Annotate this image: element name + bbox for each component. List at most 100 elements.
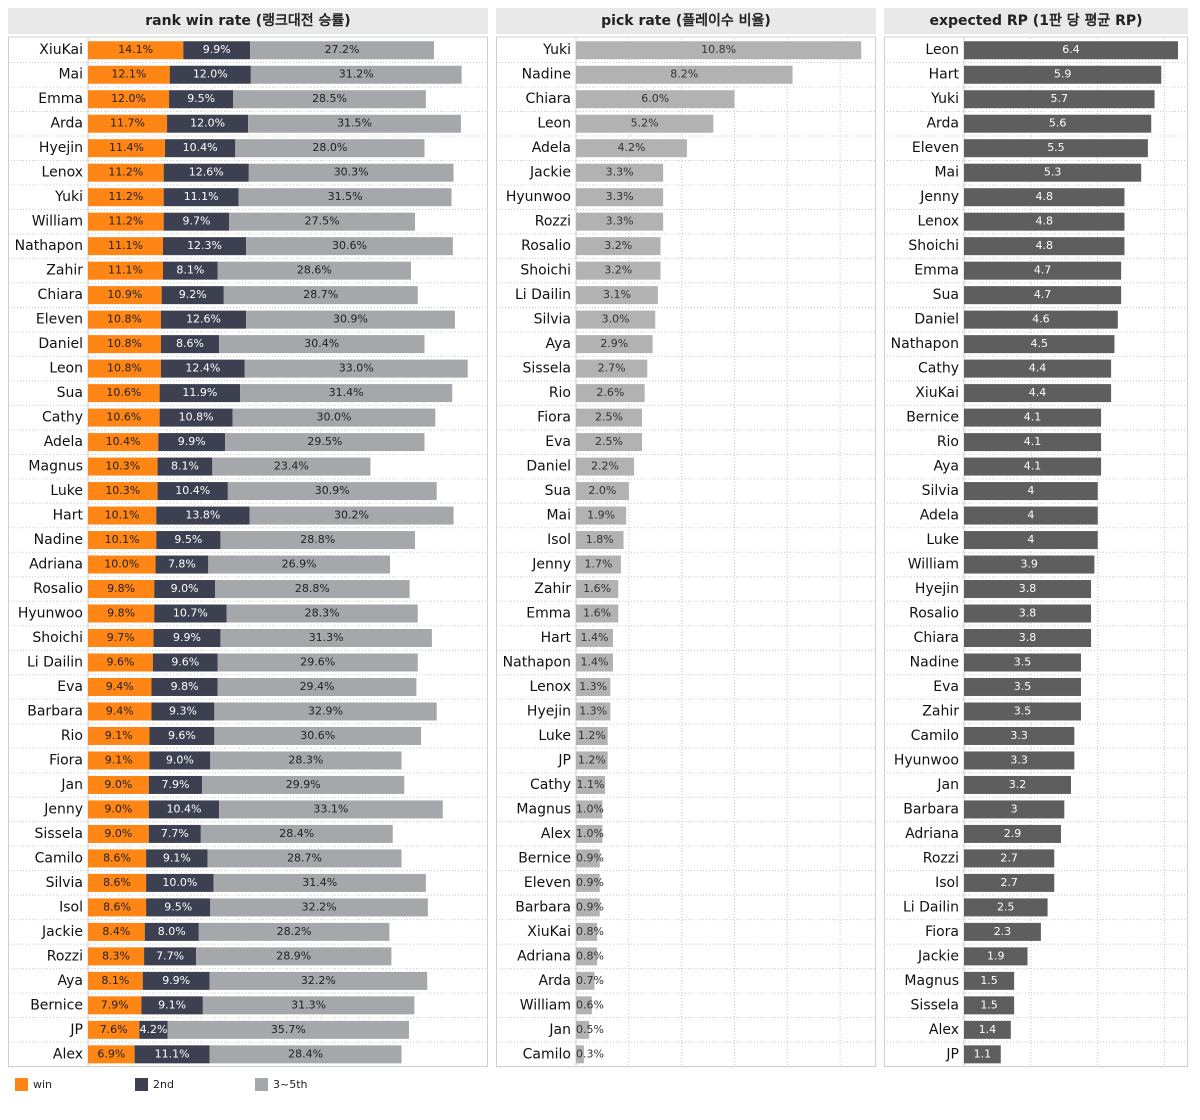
- value-label: 9.2%: [179, 288, 207, 301]
- bar-segment: [157, 482, 228, 501]
- value-label: 0.8%: [576, 949, 604, 962]
- value-label: 1.2%: [578, 729, 606, 742]
- value-label: 10.1%: [105, 509, 140, 522]
- bar-segment: [159, 408, 233, 427]
- bar-segment: [240, 384, 453, 403]
- bar: [964, 433, 1102, 452]
- category-label: Rio: [937, 434, 959, 450]
- bar: [576, 114, 714, 133]
- value-label: 4.6: [1032, 313, 1050, 326]
- bar-segment: [88, 139, 166, 158]
- category-label: William: [908, 557, 959, 573]
- value-label: 1.8%: [586, 533, 614, 546]
- value-label: 10.8%: [107, 362, 142, 375]
- category-label: Daniel: [38, 336, 83, 352]
- value-label: 10.3%: [105, 460, 140, 473]
- value-label: 30.9%: [333, 313, 368, 326]
- bar-segment: [220, 629, 432, 648]
- value-label: 10.6%: [106, 411, 141, 424]
- value-label: 31.4%: [302, 876, 337, 889]
- category-label: Aya: [58, 973, 84, 989]
- value-label: 0.9%: [576, 876, 604, 889]
- bar-segment: [88, 996, 142, 1015]
- bar-segment: [244, 359, 468, 378]
- value-label: 10.0%: [162, 876, 197, 889]
- value-label: 11.2%: [108, 190, 143, 203]
- bar: [964, 310, 1118, 329]
- value-label: 30.3%: [334, 166, 369, 179]
- legend-label: win: [33, 1078, 52, 1091]
- bar-segment: [88, 653, 153, 672]
- bar-segment: [163, 212, 230, 231]
- category-label: Jackie: [529, 165, 571, 181]
- value-label: 30.6%: [332, 239, 367, 252]
- category-label: Hyunwoo: [18, 606, 83, 622]
- category-label: Sua: [57, 385, 83, 401]
- value-label: 4.7: [1034, 288, 1052, 301]
- category-label: Luke: [926, 532, 959, 548]
- value-label: 9.9%: [203, 43, 231, 56]
- bar-segment: [202, 996, 415, 1015]
- bar: [576, 947, 598, 966]
- bar-segment: [246, 237, 453, 256]
- value-label: 5.6: [1049, 117, 1067, 130]
- bar-segment: [212, 457, 371, 476]
- category-label: Chiara: [914, 630, 959, 646]
- category-label: Isol: [547, 532, 571, 548]
- bar-segment: [88, 482, 158, 501]
- bar-segment: [213, 873, 426, 892]
- bar-segment: [219, 800, 443, 819]
- category-label: JP: [557, 752, 571, 768]
- value-label: 32.2%: [301, 974, 336, 987]
- category-label: Leon: [537, 116, 571, 132]
- category-label: Luke: [538, 728, 571, 744]
- panel-header: [8, 8, 488, 34]
- value-label: 12.6%: [189, 166, 224, 179]
- value-label: 1.9%: [587, 509, 615, 522]
- value-label: 8.1%: [171, 460, 199, 473]
- value-label: 30.6%: [300, 729, 335, 742]
- value-label: 3.2: [1009, 778, 1027, 791]
- value-label: 6.0%: [641, 92, 669, 105]
- category-label: Camilo: [35, 850, 83, 866]
- value-label: 13.8%: [185, 509, 220, 522]
- bar: [576, 800, 603, 819]
- category-label: Fiora: [49, 752, 83, 768]
- value-label: 11.7%: [110, 117, 145, 130]
- bar: [964, 702, 1082, 721]
- value-label: 31.3%: [291, 998, 326, 1011]
- bar: [576, 629, 613, 648]
- category-label: Fiora: [925, 924, 959, 940]
- value-label: 27.5%: [305, 215, 340, 228]
- value-label: 9.6%: [106, 655, 134, 668]
- bar-segment: [148, 775, 203, 794]
- bar-segment: [169, 65, 251, 84]
- bar-segment: [88, 310, 161, 329]
- category-label: XiuKai: [527, 924, 571, 940]
- bar: [576, 359, 648, 378]
- value-label: 11.1%: [108, 239, 143, 252]
- category-label: Hart: [541, 630, 572, 646]
- bar: [964, 163, 1142, 182]
- bar-segment: [88, 726, 150, 745]
- value-label: 1.3%: [579, 680, 607, 693]
- value-label: 4: [1027, 533, 1034, 546]
- category-label: Mai: [58, 67, 83, 83]
- bar-segment: [88, 212, 164, 231]
- bar-segment: [88, 775, 149, 794]
- bar-segment: [248, 114, 461, 133]
- bar-segment: [158, 433, 226, 452]
- value-label: 30.4%: [304, 337, 339, 350]
- bar: [576, 531, 624, 550]
- category-label: Alex: [929, 1022, 959, 1038]
- category-label: Nathapon: [891, 336, 959, 352]
- value-label: 10.4%: [166, 802, 201, 815]
- bar: [964, 335, 1115, 354]
- value-label: 31.2%: [339, 68, 374, 81]
- value-label: 12.0%: [190, 117, 225, 130]
- bar-segment: [88, 531, 157, 550]
- bar-segment: [209, 1045, 402, 1064]
- value-label: 8.6%: [103, 876, 131, 889]
- category-label: Magnus: [28, 459, 83, 475]
- value-label: 28.5%: [312, 92, 347, 105]
